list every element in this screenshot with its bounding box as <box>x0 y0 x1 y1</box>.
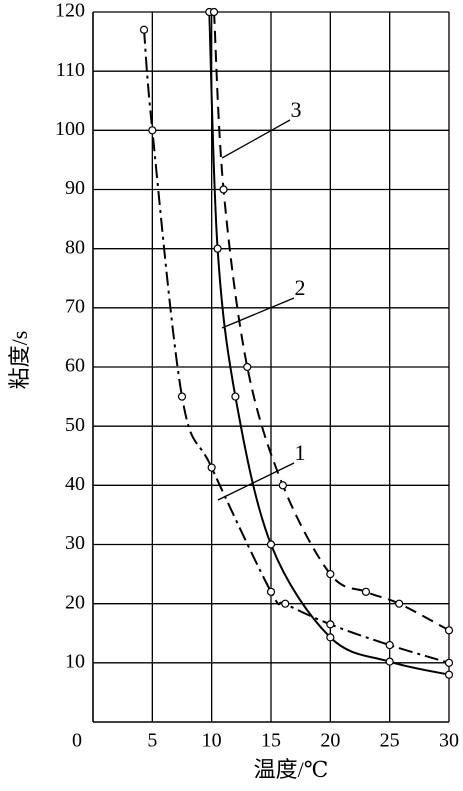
curve-label: 3 <box>291 97 302 122</box>
data-point <box>444 670 454 679</box>
y-tick-label: 20 <box>65 591 85 613</box>
x-axis-label: 温度/℃ <box>254 757 329 782</box>
data-point <box>209 7 219 17</box>
y-tick-label: 30 <box>65 532 85 554</box>
x-tick-label: 0 <box>72 730 82 752</box>
leader-line <box>221 119 291 159</box>
y-tick-label: 120 <box>55 0 85 22</box>
y-tick-label: 80 <box>65 236 85 258</box>
x-tick-label: 30 <box>439 730 459 752</box>
curve <box>213 11 450 632</box>
x-tick-label: 5 <box>147 730 157 752</box>
data-point <box>148 126 157 135</box>
data-point <box>361 587 371 596</box>
y-tick-label: 40 <box>65 473 85 495</box>
leader-line <box>221 297 295 329</box>
data-point <box>243 362 252 372</box>
y-tick-label: 70 <box>65 295 85 317</box>
data-point <box>278 481 287 490</box>
data-point <box>395 599 404 608</box>
data-point <box>266 587 276 596</box>
x-tick-label: 25 <box>380 730 400 752</box>
leader-line <box>217 462 295 501</box>
y-tick-label: 50 <box>65 414 85 436</box>
data-point <box>326 620 335 629</box>
curve-label: 2 <box>295 275 306 300</box>
data-point <box>219 185 228 194</box>
data-point <box>207 463 216 472</box>
data-point <box>444 626 454 635</box>
curve <box>143 29 450 664</box>
x-tick-label: 10 <box>202 730 222 752</box>
y-tick-label: 110 <box>56 59 85 81</box>
x-tick-label: 15 <box>261 730 281 752</box>
data-point <box>444 658 454 667</box>
y-tick-label: 10 <box>65 650 85 672</box>
y-tick-label: 60 <box>65 355 85 377</box>
y-axis-label: 粘度/s <box>7 331 32 390</box>
data-point <box>385 657 394 666</box>
data-point <box>326 569 335 579</box>
data-point <box>213 244 222 253</box>
data-point <box>139 25 149 34</box>
data-point <box>177 392 187 401</box>
y-tick-label: 100 <box>55 118 85 140</box>
data-point <box>266 540 276 549</box>
data-point <box>281 599 290 608</box>
curve <box>208 11 450 676</box>
x-tick-label: 20 <box>320 730 340 752</box>
data-point <box>231 392 240 401</box>
data-point <box>326 633 335 642</box>
data-point <box>385 640 394 650</box>
curve-label: 1 <box>295 440 306 465</box>
y-tick-label: 90 <box>65 177 85 199</box>
